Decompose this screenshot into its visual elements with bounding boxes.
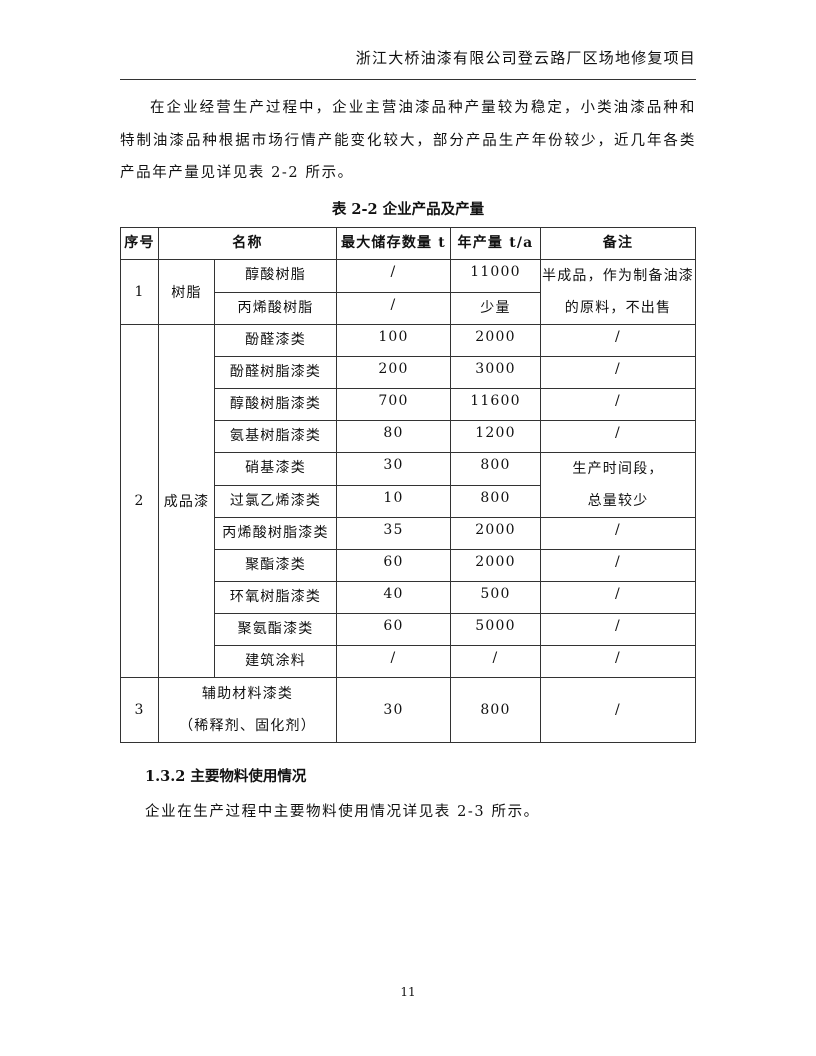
table-row: 聚酯漆类 60 2000/ bbox=[121, 549, 696, 582]
storage: / bbox=[336, 259, 451, 293]
running-header: 浙江大桥油漆有限公司登云路厂区场地修复项目 bbox=[355, 49, 696, 67]
storage: / bbox=[336, 291, 451, 325]
table-row: 硝基漆类 30 800 生产时间段，总量较少 bbox=[121, 452, 696, 518]
table-header-row: 序号 名称 最大储存数量 t 年产量 t/a 备注 bbox=[120, 227, 696, 260]
output: 800 bbox=[450, 677, 541, 743]
table-row: 氨基树脂漆类 80 1200/ bbox=[121, 420, 696, 453]
output: 500 bbox=[450, 581, 541, 614]
output: / bbox=[450, 645, 541, 678]
output: 800 bbox=[450, 452, 541, 486]
note: / bbox=[540, 420, 696, 453]
note: / bbox=[540, 645, 696, 678]
storage: 60 bbox=[336, 613, 451, 646]
shared-note: 生产时间段，总量较少 bbox=[540, 452, 696, 518]
group-category: 树脂 bbox=[158, 259, 215, 325]
product-name: 酚醛树脂漆类 bbox=[214, 356, 337, 389]
note: / bbox=[540, 388, 696, 421]
product-name: 丙烯酸树脂漆类 bbox=[214, 517, 337, 550]
group-no: 2 bbox=[120, 324, 159, 678]
table-caption: 表 2-2 企业产品及产量 bbox=[331, 201, 485, 218]
storage: / bbox=[336, 645, 451, 678]
note: 半成品，作为制备油漆的原料，不出售 bbox=[540, 259, 696, 325]
group-category: 成品漆 bbox=[158, 324, 215, 678]
output: 少量 bbox=[450, 291, 541, 325]
output: 5000 bbox=[450, 613, 541, 646]
note: / bbox=[540, 356, 696, 389]
product-name: 丙烯酸树脂 bbox=[214, 291, 337, 325]
product-name: 聚氨酯漆类 bbox=[214, 613, 337, 646]
storage: 100 bbox=[336, 324, 451, 357]
product-name: 辅助材料漆类 （稀释剂、固化剂） bbox=[158, 677, 337, 743]
table-row: 酚醛树脂漆类 200 3000/ bbox=[121, 356, 696, 389]
name-line: （稀释剂、固化剂） bbox=[179, 718, 316, 734]
table-row: 1 树脂 醇酸树脂 / 11000 半成品，作为制备油漆的原料，不出售 bbox=[120, 259, 696, 325]
header-storage: 最大储存数量 t bbox=[336, 227, 451, 260]
header-rule bbox=[120, 79, 696, 80]
storage: 60 bbox=[336, 549, 451, 582]
output: 11600 bbox=[450, 388, 541, 421]
table-row: 醇酸树脂漆类 700 11600/ bbox=[121, 388, 696, 421]
group-no: 1 bbox=[120, 259, 159, 325]
storage: 35 bbox=[336, 517, 451, 550]
product-name: 醇酸树脂 bbox=[214, 259, 337, 293]
table-row: 3 辅助材料漆类 （稀释剂、固化剂） 30 800 / bbox=[120, 677, 696, 743]
table-row: 丙烯酸树脂漆类 35 2000/ bbox=[121, 517, 696, 550]
product-name: 硝基漆类 bbox=[214, 452, 337, 486]
note: / bbox=[540, 677, 696, 743]
output: 2000 bbox=[450, 517, 541, 550]
section-paragraph: 企业在生产过程中主要物料使用情况详见表 2-3 所示。 bbox=[145, 804, 540, 820]
header-no: 序号 bbox=[120, 227, 159, 260]
output: 800 bbox=[450, 484, 541, 518]
storage: 80 bbox=[336, 420, 451, 453]
storage: 30 bbox=[336, 452, 451, 486]
storage: 700 bbox=[336, 388, 451, 421]
output: 11000 bbox=[450, 259, 541, 293]
storage: 40 bbox=[336, 581, 451, 614]
output: 2000 bbox=[450, 549, 541, 582]
storage: 10 bbox=[336, 484, 451, 518]
product-name: 过氯乙烯漆类 bbox=[214, 484, 337, 518]
note: / bbox=[540, 613, 696, 646]
note: / bbox=[540, 549, 696, 582]
output: 2000 bbox=[450, 324, 541, 357]
storage: 30 bbox=[336, 677, 451, 743]
table-row: 环氧树脂漆类 40 500/ bbox=[121, 581, 696, 614]
product-name: 氨基树脂漆类 bbox=[214, 420, 337, 453]
table-row: 聚氨酯漆类 60 5000/ bbox=[121, 613, 696, 646]
table-row: 丙烯酸树脂 / 少量 bbox=[121, 291, 696, 325]
intro-paragraph: 在企业经营生产过程中，企业主营油漆品种产量较为稳定，小类油漆品种和特制油漆品种根… bbox=[120, 100, 696, 181]
output: 3000 bbox=[450, 356, 541, 389]
page-number: 11 bbox=[400, 985, 416, 999]
note: / bbox=[540, 517, 696, 550]
product-name: 聚酯漆类 bbox=[214, 549, 337, 582]
note: / bbox=[540, 581, 696, 614]
table-row: 2 成品漆 酚醛漆类 100 2000/ bbox=[120, 324, 696, 678]
product-name: 环氧树脂漆类 bbox=[214, 581, 337, 614]
header-name: 名称 bbox=[158, 227, 337, 260]
header-output: 年产量 t/a bbox=[450, 227, 541, 260]
product-name: 建筑涂料 bbox=[214, 645, 337, 678]
section-heading: 1.3.2 主要物料使用情况 bbox=[145, 768, 307, 785]
storage: 200 bbox=[336, 356, 451, 389]
product-name: 醇酸树脂漆类 bbox=[214, 388, 337, 421]
header-note: 备注 bbox=[540, 227, 696, 260]
product-name: 酚醛漆类 bbox=[214, 324, 337, 357]
products-table: 序号 名称 最大储存数量 t 年产量 t/a 备注 1 树脂 醇酸树脂 / 11… bbox=[120, 227, 696, 743]
note: / bbox=[540, 324, 696, 357]
group-no: 3 bbox=[120, 677, 159, 743]
name-line: 辅助材料漆类 bbox=[201, 686, 294, 702]
output: 1200 bbox=[450, 420, 541, 453]
